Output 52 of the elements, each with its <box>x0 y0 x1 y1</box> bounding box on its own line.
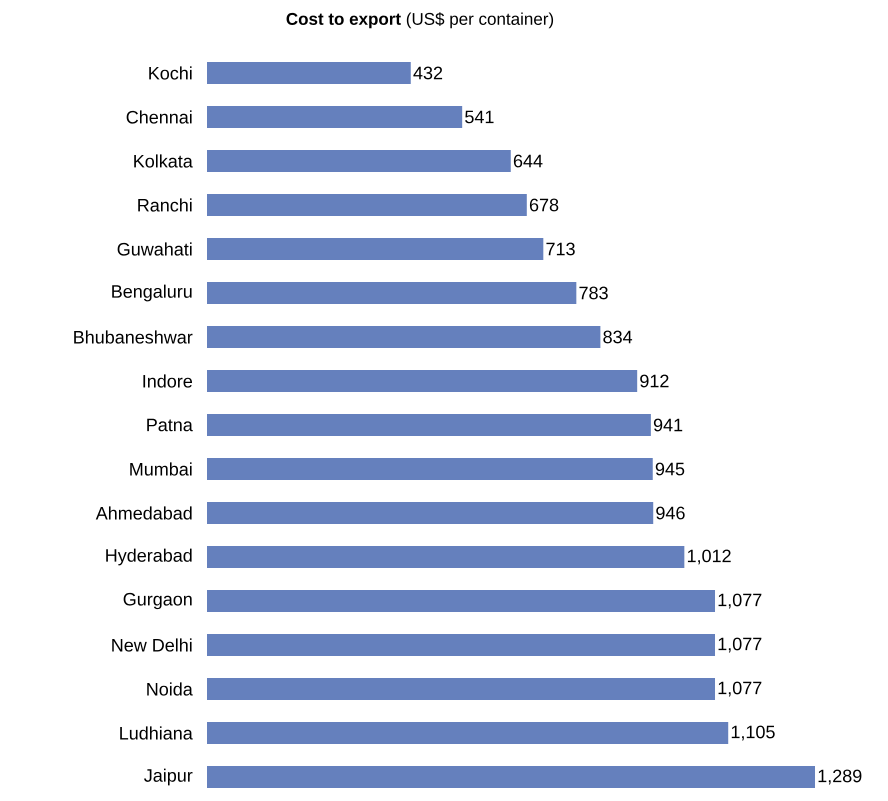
y-tick-label: Chennai <box>126 110 192 124</box>
chart-title: Cost to export (US$ per container) <box>286 12 554 28</box>
bar <box>207 502 654 524</box>
data-label: 1,077 <box>718 682 762 696</box>
y-tick-label: Ahmedabad <box>96 506 192 520</box>
bar <box>207 370 638 392</box>
bar <box>207 150 511 172</box>
data-label: 678 <box>530 198 558 212</box>
data-label: 834 <box>603 330 632 344</box>
y-tick-label: Bhubaneshwar <box>74 330 192 344</box>
y-tick-label: Gurgaon <box>124 592 192 610</box>
y-tick-label: New Delhi <box>112 638 192 652</box>
bar <box>207 634 716 656</box>
bar <box>207 62 411 84</box>
y-tick-label: Guwahati <box>118 242 192 256</box>
data-label: 945 <box>656 462 684 476</box>
data-label: 941 <box>654 418 682 432</box>
bar <box>207 546 684 568</box>
y-tick-label: Ludhiana <box>120 726 193 740</box>
data-label: 1,012 <box>688 550 731 564</box>
bar <box>207 282 576 304</box>
y-tick-label: Bengaluru <box>112 284 192 302</box>
data-label: 1,077 <box>718 594 762 608</box>
y-tick-label: Hyderabad <box>106 548 192 566</box>
bar <box>207 414 651 436</box>
bar <box>207 194 527 216</box>
data-label: 1,289 <box>818 770 862 784</box>
data-label: 783 <box>579 286 608 300</box>
y-tick-label: Kochi <box>149 66 192 80</box>
data-label: 644 <box>514 154 542 168</box>
y-tick-label: Ranchi <box>138 198 192 212</box>
bar <box>207 678 716 700</box>
y-tick-label: Indore <box>143 374 192 388</box>
y-tick-label: Patna <box>147 418 193 432</box>
bar <box>207 106 462 128</box>
y-tick-label: Kolkata <box>134 154 193 168</box>
bar <box>207 238 544 260</box>
data-label: 432 <box>413 66 442 80</box>
y-tick-label: Jaipur <box>144 768 192 786</box>
y-tick-label: Mumbai <box>130 462 192 476</box>
bar <box>207 722 728 744</box>
bar <box>207 766 816 788</box>
bar <box>207 590 716 612</box>
bar <box>207 458 653 480</box>
data-label: 1,077 <box>718 638 762 652</box>
data-label: 912 <box>640 374 669 388</box>
data-label: 713 <box>546 242 575 256</box>
data-label: 946 <box>656 506 685 520</box>
data-label: 1,105 <box>732 726 775 740</box>
bar <box>207 326 600 348</box>
data-label: 541 <box>465 110 494 124</box>
y-tick-label: Noida <box>147 682 193 696</box>
